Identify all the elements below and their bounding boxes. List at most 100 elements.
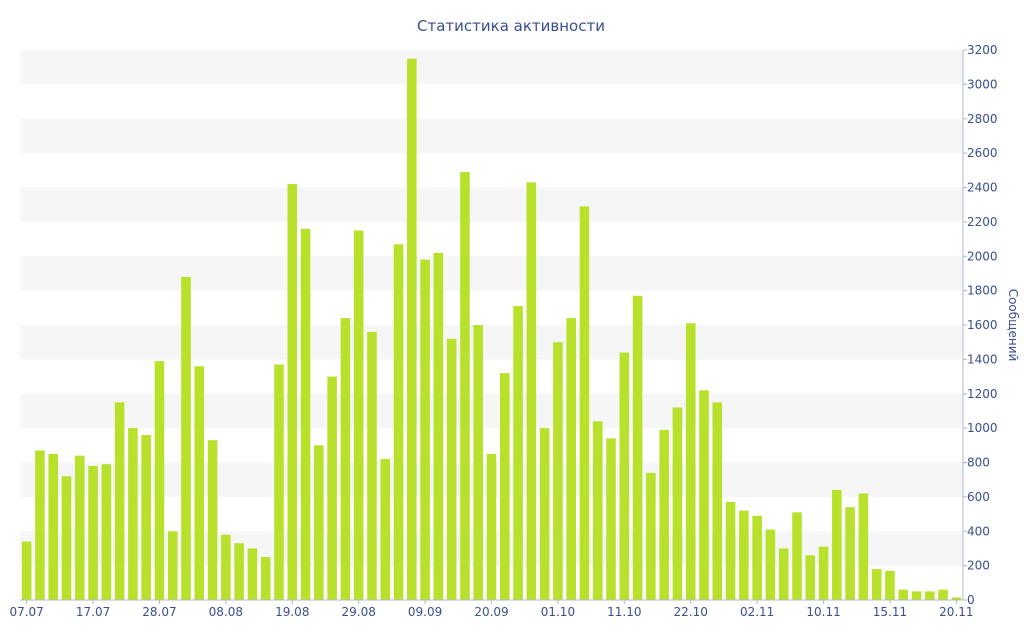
- x-tick-label: 29.08: [342, 605, 376, 619]
- bar: [592, 421, 603, 600]
- grid-band: [20, 187, 963, 222]
- bar: [114, 402, 125, 600]
- bar: [300, 228, 311, 600]
- bar: [74, 455, 85, 601]
- bar: [420, 259, 430, 600]
- x-tick-label: 02.11: [740, 605, 774, 619]
- axes-group: 0 200 400 600 800 1000 1200 1400 1600 1800 2000 220…: [9, 43, 997, 619]
- bar: [925, 591, 935, 600]
- bar: [473, 325, 483, 600]
- x-tick-label: 20.09: [474, 605, 508, 619]
- bar: [194, 366, 205, 600]
- bar: [327, 376, 337, 600]
- y-tick-label: 1400: [967, 352, 998, 366]
- bar: [221, 534, 231, 600]
- x-tick-label: 19.08: [275, 605, 309, 619]
- bar: [765, 529, 776, 600]
- bar: [646, 472, 656, 600]
- x-tick-label: 07.07: [9, 605, 43, 619]
- bar: [685, 323, 696, 600]
- x-tick-label: 10.11: [806, 605, 840, 619]
- bar: [35, 450, 45, 600]
- grid-band: [20, 118, 963, 154]
- bar: [21, 541, 32, 600]
- bar: [792, 512, 802, 600]
- chart-title: Статистика активности: [417, 17, 605, 35]
- y-tick-label: 600: [967, 490, 990, 504]
- bar: [287, 184, 298, 600]
- y-tick-label: 1600: [967, 318, 998, 332]
- y-tick-label: 1800: [967, 284, 998, 298]
- y-tick-label: 0: [967, 593, 975, 607]
- bar: [407, 58, 417, 600]
- bar: [712, 402, 723, 600]
- y-tick-label: 2400: [967, 181, 998, 195]
- bar: [393, 244, 404, 600]
- bar: [778, 548, 789, 600]
- bar: [353, 230, 364, 600]
- bar: [606, 438, 616, 600]
- x-tick-label: 15.11: [873, 605, 907, 619]
- y-tick-label: 1200: [967, 387, 998, 401]
- bar: [672, 407, 683, 600]
- bar: [579, 206, 590, 600]
- x-tick-label: 20.11: [939, 605, 973, 619]
- bar: [446, 338, 457, 600]
- y-tick-label: 200: [967, 559, 990, 573]
- y-tick-label: 2600: [967, 146, 998, 160]
- bar: [234, 543, 244, 600]
- bar: [380, 459, 391, 600]
- bar: [154, 361, 165, 600]
- bar: [553, 342, 563, 600]
- y-tick-label: 400: [967, 524, 990, 538]
- bar: [460, 172, 470, 600]
- bar: [885, 570, 895, 600]
- bars-group: [21, 58, 962, 601]
- bar: [207, 440, 218, 600]
- bar: [247, 548, 258, 600]
- bar: [539, 428, 550, 601]
- bar: [632, 295, 643, 600]
- x-tick-label: 08.08: [209, 605, 243, 619]
- bar: [566, 318, 576, 601]
- bar: [845, 507, 855, 600]
- x-tick-label: 09.09: [408, 605, 442, 619]
- bar: [314, 445, 324, 600]
- bar: [832, 490, 842, 600]
- x-tick-label: 28.07: [142, 605, 176, 619]
- bar: [699, 390, 709, 600]
- y-tick-label: 3000: [967, 77, 998, 91]
- grid-bands: [20, 50, 963, 566]
- bar: [858, 493, 869, 600]
- x-tick-label: 22.10: [674, 605, 708, 619]
- x-tick-label: 17.07: [76, 605, 110, 619]
- bar: [739, 510, 749, 601]
- bar: [61, 476, 72, 600]
- bar: [898, 589, 909, 600]
- bar: [274, 364, 284, 600]
- bar: [486, 453, 497, 600]
- bar: [725, 502, 736, 600]
- y-tick-label: 2200: [967, 215, 998, 229]
- x-tick-label: 11.10: [607, 605, 641, 619]
- grid-band: [20, 393, 963, 429]
- bar: [752, 515, 762, 600]
- bar: [181, 276, 191, 601]
- bar: [260, 557, 271, 600]
- bar: [340, 318, 351, 601]
- bar: [805, 555, 816, 600]
- bar: [526, 182, 537, 600]
- x-tick-label: 01.10: [541, 605, 575, 619]
- bar: [128, 428, 138, 601]
- bar: [167, 531, 178, 600]
- bar: [818, 546, 829, 600]
- bar: [141, 435, 151, 600]
- y-tick-label: 1000: [967, 421, 998, 435]
- bar: [951, 597, 962, 600]
- y-tick-label: 2000: [967, 249, 998, 263]
- grid-band: [20, 256, 963, 291]
- grid-band: [20, 50, 963, 85]
- bar: [88, 465, 98, 600]
